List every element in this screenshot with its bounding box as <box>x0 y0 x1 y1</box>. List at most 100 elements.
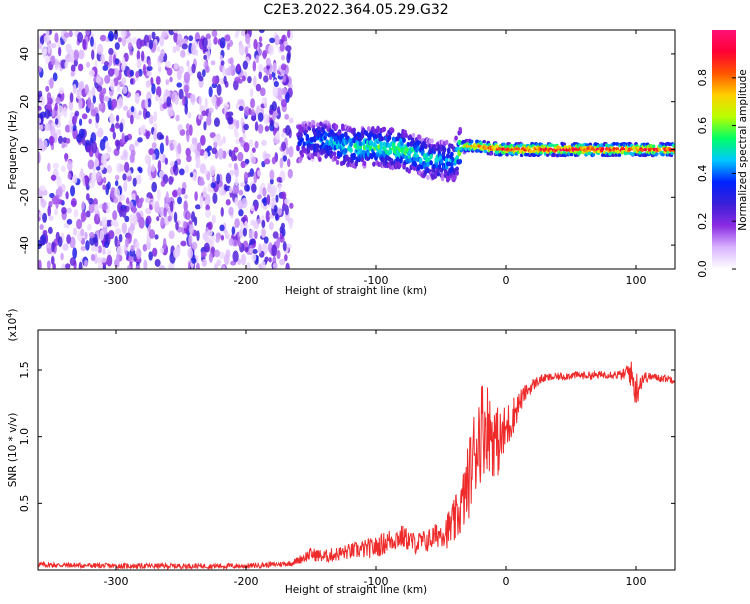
snr-multiplier-exp: 4 <box>5 313 14 318</box>
spectrogram-cell <box>272 262 278 269</box>
spectrogram-cell <box>469 139 474 144</box>
spectrogram-cell <box>272 231 279 239</box>
spectrogram-cell <box>284 254 288 262</box>
spectrogram-cell <box>276 176 282 183</box>
spectrogram-cell <box>176 69 182 81</box>
spectrogram-cell <box>95 112 100 124</box>
spectrogram-cell <box>46 243 52 249</box>
spectrogram-cell <box>426 174 430 181</box>
spectrogram-cell <box>136 58 142 69</box>
spectrogram-cell <box>258 71 263 80</box>
spectrogram-cell <box>223 254 230 266</box>
spectrogram-cell <box>265 57 271 66</box>
spectrogram-cell <box>88 69 95 77</box>
spectrogram-cell <box>284 113 290 120</box>
spectrogram-cell <box>66 207 73 214</box>
spectrogram-cell <box>121 56 126 68</box>
spectrogram-cell <box>60 165 66 172</box>
spectrogram-cell <box>202 186 208 198</box>
spectrogram-cell <box>155 75 161 85</box>
spectrogram-cell <box>102 65 109 71</box>
spectrogram-cell <box>416 140 421 146</box>
spectrogram-cell <box>114 42 120 50</box>
spectrogram-cell <box>439 158 444 165</box>
spectrogram-cell <box>254 121 259 132</box>
spectrogram-cell <box>243 171 249 182</box>
spectrogram-cell <box>244 46 249 55</box>
spectrogram-cell <box>50 174 57 181</box>
spectrogram-cell <box>132 214 138 226</box>
spectrogram-cell <box>128 200 134 210</box>
spectrogram-cell <box>207 145 213 151</box>
spectrogram-cell <box>263 113 270 125</box>
spectrogram-cell <box>262 49 267 60</box>
spectrogram-cell <box>77 63 84 72</box>
spectrogram-cell <box>91 141 98 154</box>
spectrogram-cell <box>158 265 166 269</box>
colorbar-tick-label: 0.4 <box>696 165 709 183</box>
spectrogram-cell <box>130 222 136 232</box>
spectrogram-cell <box>90 109 97 117</box>
spectrogram-cell <box>418 157 423 164</box>
spectrogram-cell <box>114 58 120 65</box>
spectrogram-cell <box>66 234 71 245</box>
spectrogram-cell <box>180 49 186 58</box>
spectrogram-cell <box>106 254 113 267</box>
spectrogram-cell <box>145 131 150 140</box>
spectrogram-cell <box>585 143 589 147</box>
spectrogram-cell <box>173 62 179 70</box>
spectrogram-cell <box>252 248 258 254</box>
spectrogram-cell <box>113 30 119 40</box>
spectrogram-cell <box>112 131 116 140</box>
spectrogram-cell <box>284 198 290 205</box>
spectrogram-cell <box>54 58 60 70</box>
spectrogram-cell <box>238 209 244 217</box>
spectrogram-cell <box>110 187 116 199</box>
spectrogram-cell <box>196 142 202 152</box>
spectrogram-cell <box>241 216 247 223</box>
spectrogram-cell <box>450 161 454 167</box>
spectrogram-cell <box>184 103 188 115</box>
spectrogram-cell <box>201 110 207 117</box>
spectrogram-cell <box>227 116 233 125</box>
spectrogram-cell <box>299 132 303 138</box>
spectrogram-cell <box>99 90 104 103</box>
spectrogram-cell <box>198 75 204 82</box>
spectrogram-cell <box>165 191 169 203</box>
spectrogram-cell <box>146 65 153 72</box>
spectrogram-cell <box>70 64 76 73</box>
spectrogram-cell <box>262 196 268 207</box>
spectrogram-cell <box>109 127 115 133</box>
spectrogram-cell <box>349 147 353 153</box>
spectrogram-cell <box>88 232 95 239</box>
colorbar-tick-label: 0.8 <box>696 69 709 87</box>
spectrogram-cell <box>280 63 287 71</box>
spectrogram-cell <box>204 97 208 110</box>
spectrogram-cell <box>225 172 232 184</box>
spectrogram-cell <box>289 202 294 209</box>
spectrogram-cell <box>453 174 457 180</box>
spectrogram-cell <box>366 126 371 132</box>
spectrogram-cell <box>262 187 267 197</box>
spectrogram-cell <box>224 229 229 240</box>
spectrogram-cell <box>400 140 404 147</box>
spectrogram-cell <box>72 227 78 236</box>
spectrogram-cell <box>168 176 174 185</box>
spectrogram-cell <box>184 85 189 98</box>
spectrogram-cell <box>315 143 320 149</box>
spectrogram-cell <box>115 227 122 236</box>
spectrogram-cell <box>122 173 127 181</box>
spectrogram-cell <box>116 84 121 93</box>
spectrogram-cell <box>243 123 249 131</box>
spectrogram-cell <box>68 100 74 111</box>
spectrogram-cell <box>240 253 247 266</box>
spectrogram-cell <box>151 181 158 193</box>
spectrogram-cell <box>249 238 256 245</box>
spectrogram-cell <box>94 157 99 168</box>
spectrogram-cell <box>130 149 136 157</box>
spectrogram-cell <box>214 262 218 269</box>
spectrogram-cell <box>69 236 76 249</box>
spectrogram-cell <box>132 205 137 214</box>
spectrogram-cell <box>238 228 243 239</box>
spectrogram-cell <box>277 184 282 194</box>
